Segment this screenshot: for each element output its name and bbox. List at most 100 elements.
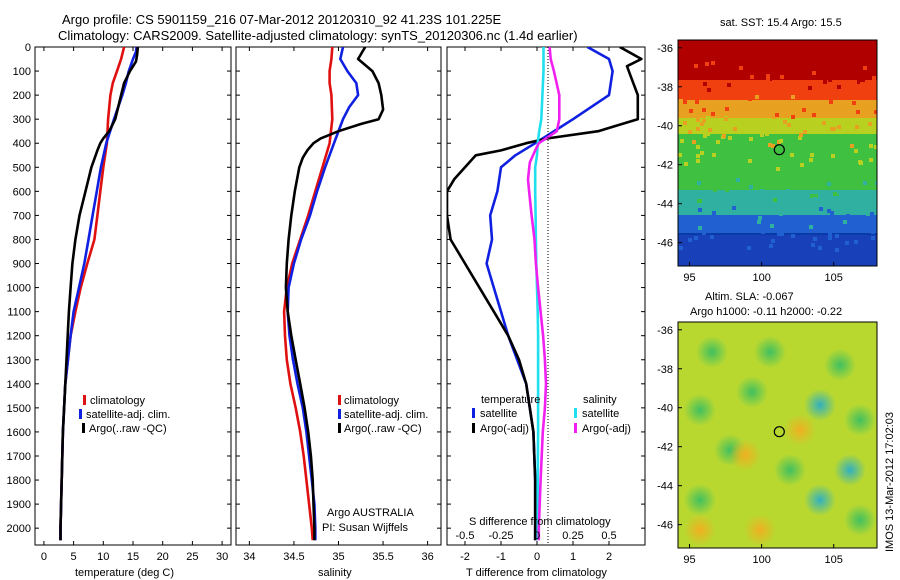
sst-pixel xyxy=(833,192,837,196)
depth-tick-label: 400 xyxy=(13,138,31,150)
sst-pixel xyxy=(766,74,770,78)
legend-sal-argo-swatch xyxy=(338,423,341,433)
sst-pixel xyxy=(812,113,816,117)
sla-anomaly-blob xyxy=(754,336,786,368)
depth-axis: 0 100 200 300 400 500 600 700 800 900 1000 1100 1200… xyxy=(7,42,645,535)
sst-pixel xyxy=(816,85,820,89)
sst-pixel xyxy=(861,78,865,82)
sst-pixel xyxy=(798,136,802,140)
sst-pixel xyxy=(829,171,833,175)
sst-pixel xyxy=(791,234,795,238)
sst-pixel xyxy=(812,71,816,75)
sst-pixel xyxy=(702,108,706,112)
legend-climatology-swatch xyxy=(83,395,86,405)
sst-pixel xyxy=(727,144,731,148)
s-tick-label: 0 xyxy=(534,530,540,542)
legend-sal-climatology-label: climatology xyxy=(344,395,400,407)
sla-anomaly-blob xyxy=(834,454,866,486)
sst-pixel xyxy=(863,181,867,185)
sst-pixel xyxy=(818,166,822,170)
sst-pixel xyxy=(867,173,871,177)
map-y-tick-label: -36 xyxy=(657,325,673,337)
sst-pixel xyxy=(825,111,829,115)
sst-pixel xyxy=(828,232,832,236)
sla-anomaly-blob xyxy=(804,484,836,516)
depth-tick-label: 1300 xyxy=(7,355,31,367)
salinity-axis-label: salinity xyxy=(318,567,352,579)
sst-pixel xyxy=(825,124,829,128)
sst-pixel xyxy=(776,104,780,108)
sst-pixel xyxy=(856,110,860,114)
sst-pixel xyxy=(809,225,813,229)
sst-pixel xyxy=(779,139,783,143)
sla-anomaly-blob xyxy=(696,336,728,368)
map-y-tick-label: -38 xyxy=(657,82,673,94)
sst-pixel xyxy=(810,153,814,157)
sst-pixel xyxy=(813,92,817,96)
sst-pixel xyxy=(741,217,745,221)
map-y-tick-label: -40 xyxy=(657,403,673,415)
sst-pixel xyxy=(810,194,814,198)
temperature-panel-frame xyxy=(34,46,232,546)
sst-pixel xyxy=(704,122,708,126)
sst-pixel xyxy=(861,92,865,96)
sst-pixel xyxy=(694,64,698,68)
depth-tick-label: 1000 xyxy=(7,283,31,295)
sst-pixel xyxy=(694,227,698,231)
map-y-tick-label: -44 xyxy=(657,199,673,211)
sst-pixel xyxy=(732,206,736,210)
depth-tick-label: 2000 xyxy=(7,523,31,535)
sst-pixel xyxy=(799,133,803,137)
sst-pixel xyxy=(778,180,782,184)
sst-pixel xyxy=(679,246,683,250)
sla-map-subtitle: Argo h1000: -0.11 h2000: -0.22 xyxy=(690,306,842,318)
sst-pixel xyxy=(860,82,864,86)
salinity-panel-frame xyxy=(235,46,442,546)
sst-pixel xyxy=(867,60,871,64)
sst-pixel xyxy=(813,197,817,201)
sst-pixel xyxy=(712,153,716,157)
series-line-s-satellite xyxy=(533,47,545,541)
legend-satellite-swatch xyxy=(79,409,82,419)
sst-pixel xyxy=(773,198,777,202)
sst-pixel xyxy=(770,224,774,228)
sla-map-title: Altim. SLA: -0.067 xyxy=(705,291,794,303)
sst-pixel xyxy=(760,133,764,137)
sst-pixel xyxy=(750,75,754,79)
sla-anomaly-blob xyxy=(744,514,776,546)
x-tick-label: 1 xyxy=(570,551,576,563)
x-axes: 0 5 10 15 20 25 30 34 34.5 35 35.5 36 -2 -1 0 1 2 -0.5 -0.… xyxy=(41,47,617,563)
x-tick-label: 30 xyxy=(216,551,228,563)
legend-sal-satellite-swatch xyxy=(338,409,341,419)
series-line-argo xyxy=(284,47,385,541)
sst-pixel xyxy=(793,125,797,129)
sst-pixel xyxy=(790,153,794,157)
sla-anomaly-blob xyxy=(784,414,816,446)
s-tick-label: -0.25 xyxy=(488,530,513,542)
sst-pixel xyxy=(809,75,813,79)
sst-pixel xyxy=(682,95,686,99)
sst-pixel xyxy=(689,109,693,113)
sst-pixel xyxy=(746,80,750,84)
salinity-legend: climatology satellite-adj. clim. Argo(..… xyxy=(322,395,428,534)
sst-pixel xyxy=(809,158,813,162)
sla-anomaly-blob xyxy=(684,484,716,516)
sst-pixel xyxy=(769,244,773,248)
sst-pixel xyxy=(679,178,683,182)
salinity-lines xyxy=(282,47,385,541)
sst-pixel xyxy=(710,235,714,239)
sst-pixel xyxy=(681,210,685,214)
sst-pixel xyxy=(678,153,682,157)
sst-pixel xyxy=(815,173,819,177)
diff-s-satellite-label: satellite xyxy=(582,408,619,420)
x-tick-label: 0 xyxy=(534,551,540,563)
sst-pixel xyxy=(857,165,861,169)
sst-pixel xyxy=(877,63,881,67)
sst-pixel xyxy=(760,114,764,118)
sst-pixel xyxy=(771,144,775,148)
sst-pixel xyxy=(739,106,743,110)
sst-pixel xyxy=(854,149,858,153)
sst-pixel xyxy=(760,189,764,193)
sst-pixel xyxy=(703,82,707,86)
depth-tick-label: 1200 xyxy=(7,331,31,343)
